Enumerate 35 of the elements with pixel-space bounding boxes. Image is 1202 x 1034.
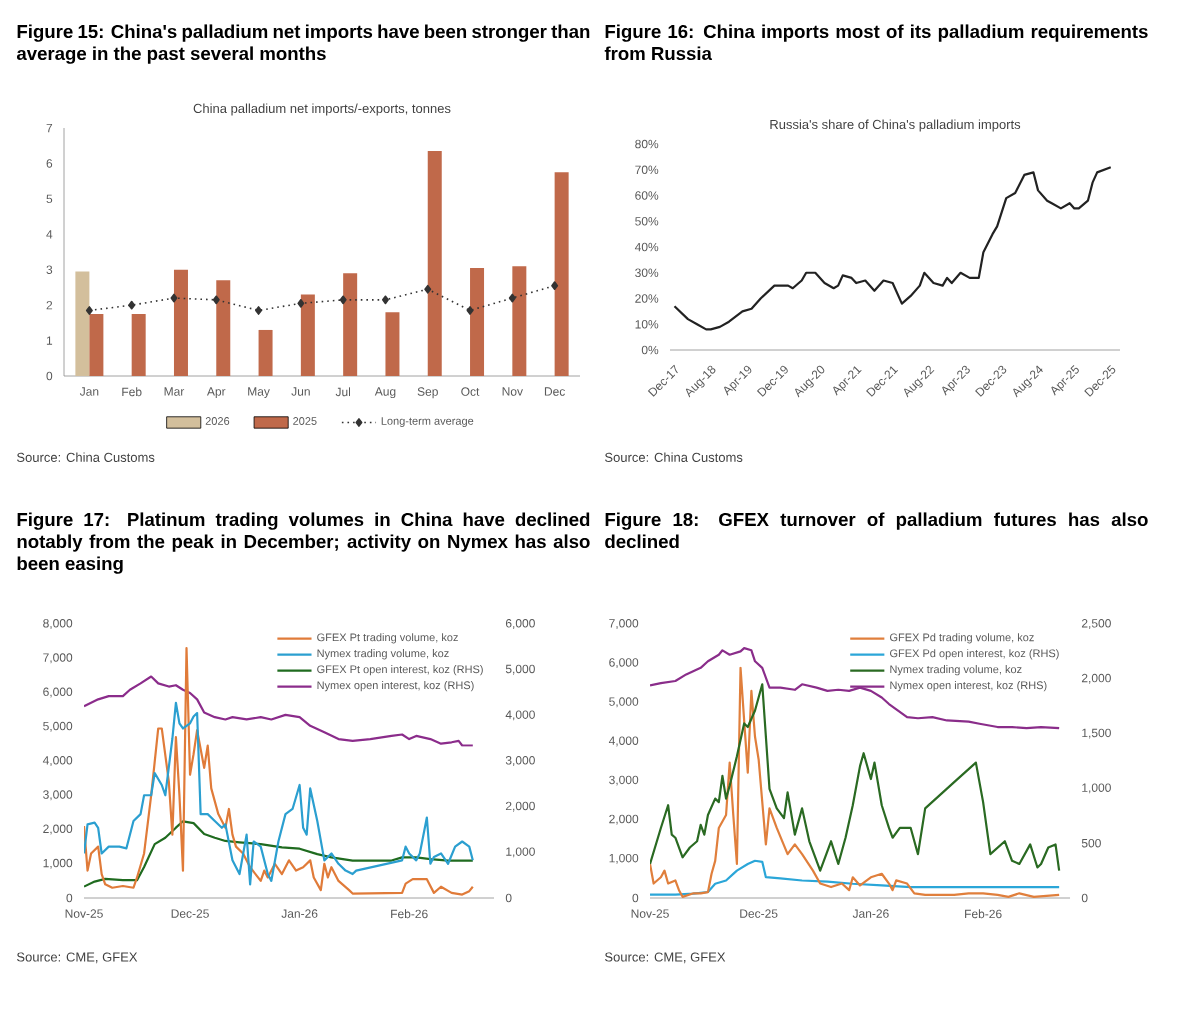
point (255, 306, 263, 315)
point (381, 295, 389, 305)
point (339, 295, 347, 305)
point (424, 284, 432, 294)
bar (343, 273, 358, 377)
bar (427, 151, 442, 377)
point (297, 298, 305, 308)
line-series (84, 701, 474, 886)
bar (216, 280, 231, 377)
line-series (650, 683, 1061, 872)
bar (258, 329, 273, 377)
bar (385, 312, 400, 377)
bar (512, 266, 527, 377)
chart-title: Figure 17: Platinum trading volumes in China have declined notably from the peak in December; activity on Nymex has also been easing (17, 512, 590, 574)
chart-title: Figure 18: GFEX turnover of palladium futures has also declined (605, 512, 1148, 549)
point (212, 295, 220, 305)
bar (554, 172, 569, 377)
bar (75, 271, 90, 377)
point (85, 306, 93, 315)
bar (300, 294, 315, 377)
bar (131, 314, 146, 377)
bar (470, 267, 485, 377)
bar (173, 269, 188, 377)
point (508, 293, 516, 303)
chart-title: Figure 15: China's palladium net imports have been stronger than average in the past several months (16, 24, 590, 64)
line-series (650, 666, 1061, 898)
bar (89, 314, 104, 377)
point (170, 293, 178, 303)
point (551, 281, 559, 291)
point (128, 300, 136, 310)
point (466, 306, 474, 315)
line-series (84, 675, 474, 747)
line-series (650, 647, 1061, 730)
line-series (673, 166, 1112, 331)
chart-title: Figure 16: China imports most of its palladium requirements from Russia (604, 24, 1148, 61)
